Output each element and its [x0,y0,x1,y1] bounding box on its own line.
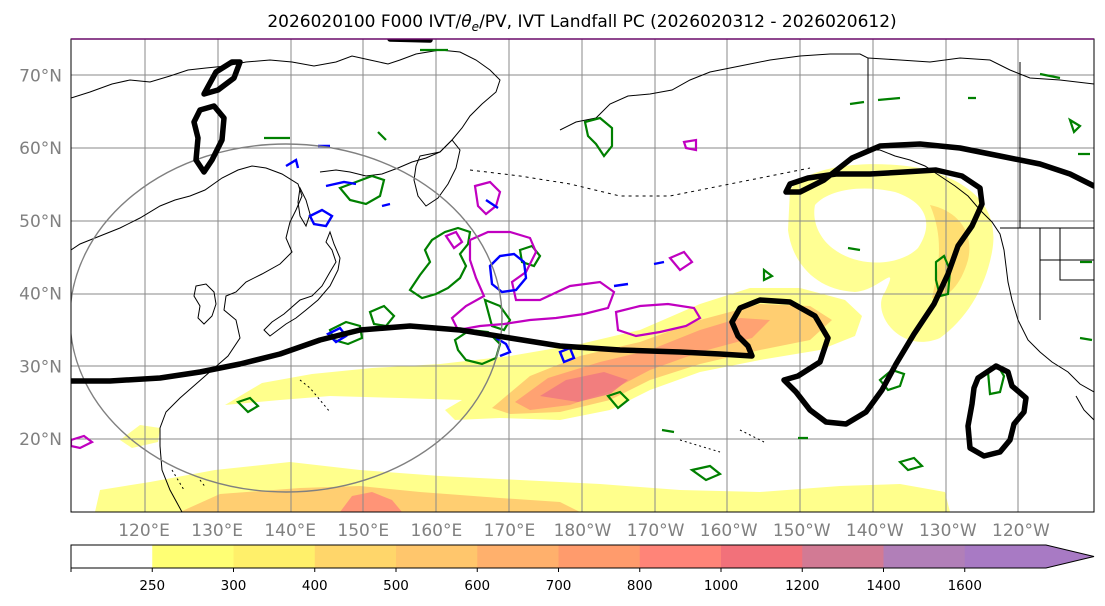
lat-tick-labels: 20°N 30°N 40°N 50°N 60°N 70°N [19,66,62,450]
colorbar-tick-label: 1600 [948,578,982,594]
colorbar-segment [558,545,641,568]
graticule [71,39,1094,512]
lon-tick-label: 140°W [846,521,904,541]
pv-contour-4 [444,230,464,250]
theta-e-blob-1 [408,226,472,300]
colorbar-tick-label: 1000 [704,578,738,594]
lat-tick-label: 60°N [19,139,62,159]
colorbar-tick-label: 500 [383,578,409,594]
colorbar-tick-label: 1200 [785,578,819,594]
colorbar-segment [396,545,478,568]
lon-tick-label: 120°W [992,521,1050,541]
ivt-plume-core [540,372,628,402]
pv-negative-5 [495,336,576,364]
coast-aleutians [469,167,811,197]
coast-asia-north [71,49,501,177]
colorbar-segment [477,545,559,568]
landfall-pc-east [965,363,1029,459]
colorbar-tick-label: 700 [546,578,572,594]
chart-title: 2026020100 F000 IVT/θe/PV, IVT Landfall … [267,12,896,34]
colorbar-segment [639,545,722,568]
pv-contour-7 [71,434,95,450]
pv-negative-3 [325,180,391,208]
coast-asia [71,165,303,512]
theta-e-blob-10 [606,390,630,410]
colorbar-segment [233,545,316,568]
theta-e-blob-13 [264,48,1093,440]
colorbar-outline [70,544,1095,569]
colorbar-tick-label: 400 [302,578,328,594]
map-panel [71,39,1094,512]
coast-islands-south [171,379,765,491]
coast-mexico [1075,395,1094,421]
landfall-pc-main [71,141,1094,427]
lon-tick-label: 130°W [919,521,977,541]
pv-contour-5 [668,250,694,272]
colorbar-tick-label: 600 [464,578,490,594]
theta-e-blob-5 [583,116,614,158]
lat-tick-label: 20°N [19,430,62,450]
pv-contour-2 [450,230,616,332]
pv-contour-3 [614,302,702,338]
pv-negative-7 [613,260,665,288]
colorbar-segment [721,545,803,568]
coast-japan [263,230,341,337]
colorbar-tick-label: 1400 [866,578,900,594]
pv-contours [71,138,702,450]
colorbar-segment [883,545,966,568]
border-canada-us [1000,62,1094,320]
colorbar-tick-label: 250 [139,578,165,594]
lat-tick-label: 70°N [19,66,62,86]
theta-e-blob-7 [934,254,952,298]
pv-contour-6 [682,138,698,152]
colorbar-tick-label: 800 [627,578,653,594]
coast-canada-north [867,57,1094,85]
theta-e-blob-9 [235,396,260,414]
pv-negative-1 [488,252,528,294]
colorbar-segment [71,545,153,568]
landfall-pc-north-1 [201,59,243,97]
theta-e-blob-12 [897,456,925,472]
lon-tick-label: 170°W [627,521,685,541]
lon-tick-label: 120°E [118,521,170,541]
lon-tick-label: 130°E [191,521,243,541]
lon-tick-label: 150°W [773,521,831,541]
pv-negative-2 [308,208,334,228]
lon-tick-label: 140°E [264,521,316,541]
lon-tick-label: 180°W [554,521,612,541]
lat-tick-label: 30°N [19,357,62,377]
ivt-ring-northeast [788,164,994,342]
colorbar-segment [152,545,234,568]
coast-alaska [559,53,1094,393]
lon-tick-label: 160°W [700,521,758,541]
theta-e-contours [235,48,1093,482]
lon-tick-label: 160°E [411,521,463,541]
colorbar-tick-label: 300 [221,578,247,594]
theta-e-blob-11 [689,464,723,482]
lat-tick-label: 40°N [19,285,62,305]
colorbar-segment [314,545,397,568]
ivt-patch-west [120,425,160,448]
ivt-band-south-core [340,492,402,512]
colorbar: 250 300 400 500 600 700 800 1000 1200 1400 1600 [70,544,1095,594]
colorbar-segment [802,545,884,568]
theta-e-blob-15 [368,304,396,328]
ivt-shading [95,164,994,512]
lat-tick-label: 50°N [19,212,62,232]
ivt-ring-northeast-mid [930,205,970,299]
lon-tick-labels: 120°E 130°E 140°E 150°E 160°E 170°E 180°W 170°W… [118,521,1050,541]
range-ring [71,143,503,493]
coast-korea [193,283,217,325]
lon-tick-label: 170°E [484,521,536,541]
coast-sakhalin [297,186,311,228]
landfall-pc-north-2 [191,103,227,175]
coastlines [71,49,1094,512]
theta-e-blob-14 [483,298,512,332]
theta-e-blob-4 [338,174,386,206]
lon-tick-label: 150°E [337,521,389,541]
colorbar-segment [964,545,1094,568]
